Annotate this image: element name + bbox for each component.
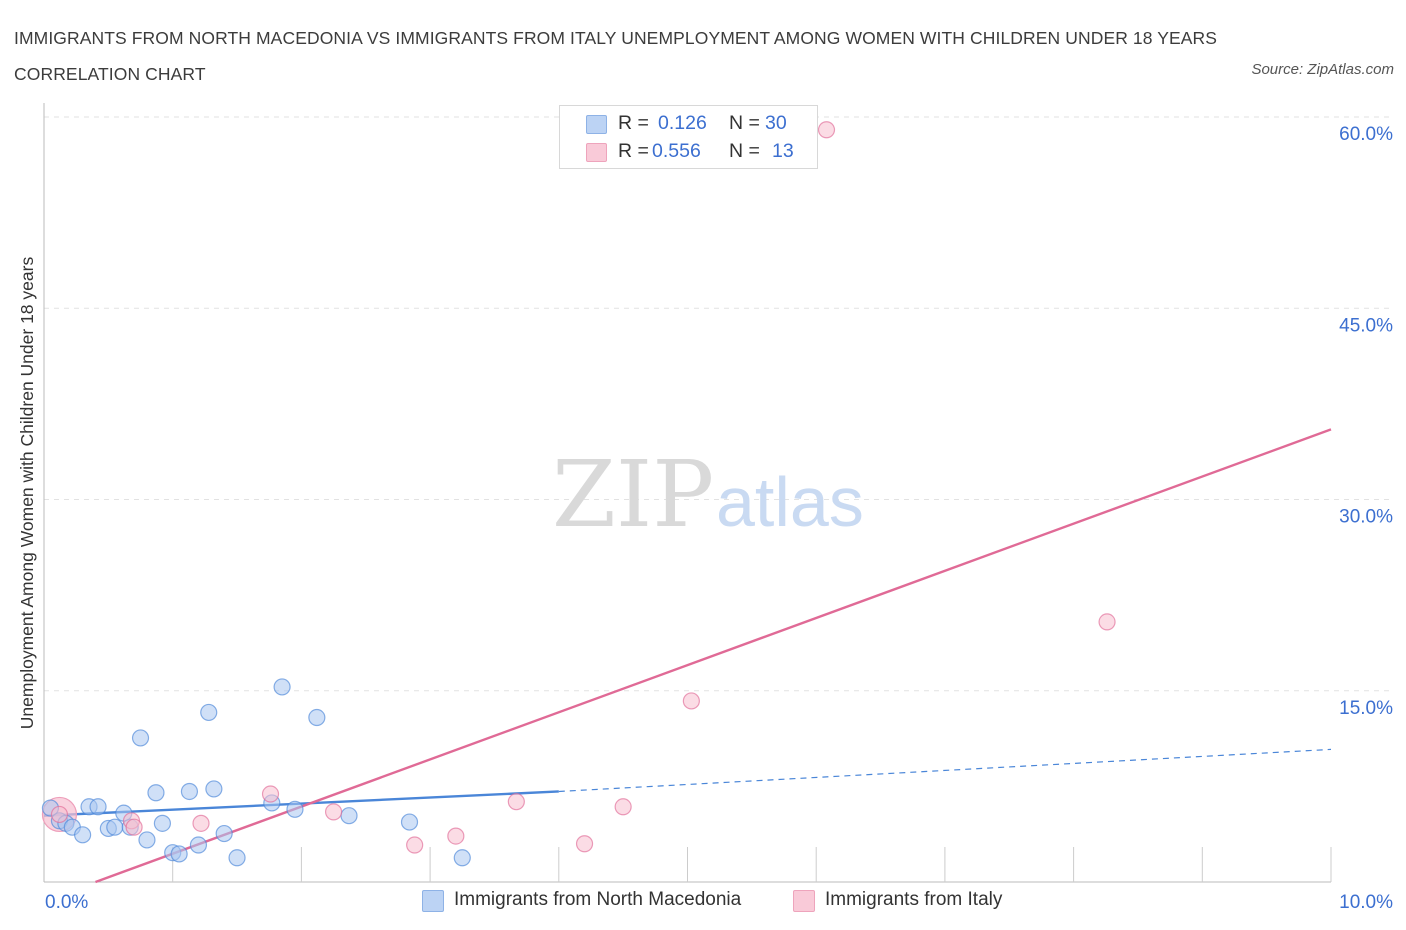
- point-italy: [406, 836, 424, 854]
- point-north-macedonia: [153, 814, 172, 832]
- legend-swatch-italy: [793, 890, 815, 912]
- point-italy: [507, 793, 525, 811]
- point-italy: [575, 835, 594, 853]
- point-north-macedonia: [286, 800, 304, 818]
- point-north-macedonia: [205, 780, 223, 798]
- watermark: ZIP atlas: [552, 441, 864, 548]
- trend-line-dashed-north-macedonia: [558, 748, 1332, 793]
- legend-swatch-north-macedonia: [422, 890, 444, 912]
- point-north-macedonia: [138, 831, 156, 849]
- point-north-macedonia: [228, 849, 246, 867]
- y-tick-label: 15.0%: [1339, 698, 1393, 719]
- x-tick-label: 0.0%: [45, 892, 88, 913]
- chart-title: IMMIGRANTS FROM NORTH MACEDONIA VS IMMIG…: [14, 28, 1218, 84]
- point-north-macedonia: [131, 729, 150, 747]
- stats-r-value: 0.126: [658, 112, 707, 134]
- point-north-macedonia: [400, 813, 419, 831]
- data-points: [41, 121, 1116, 867]
- point-north-macedonia: [106, 818, 124, 836]
- point-north-macedonia: [453, 849, 471, 867]
- y-tick-label: 60.0%: [1339, 124, 1393, 145]
- legend-label-north-macedonia: Immigrants from North Macedonia: [454, 889, 742, 910]
- point-italy: [447, 827, 465, 845]
- grid: [44, 116, 1393, 692]
- point-north-macedonia: [308, 708, 326, 727]
- point-north-macedonia: [200, 703, 218, 722]
- y-tick-label: 45.0%: [1339, 315, 1393, 336]
- y-axis-label: Unemployment Among Women with Children U…: [17, 257, 37, 730]
- legend-label-italy: Immigrants from Italy: [825, 889, 1003, 910]
- stats-r-value: 0.556: [652, 140, 701, 162]
- point-north-macedonia: [273, 678, 291, 696]
- stats-n-label: N =: [729, 140, 760, 162]
- stats-r-label: R =: [618, 140, 649, 162]
- point-italy: [261, 785, 280, 803]
- x-tick-label: 10.0%: [1339, 892, 1393, 913]
- point-italy: [1098, 613, 1116, 631]
- stats-n-value: 30: [765, 112, 787, 134]
- point-north-macedonia: [215, 824, 233, 843]
- stats-box: R = 0.126 N = 30 R = 0.556 N = 13: [559, 105, 818, 169]
- stats-n-value: 13: [772, 140, 794, 162]
- watermark-zip: ZIP: [552, 441, 714, 548]
- point-italy: [192, 814, 210, 832]
- point-north-macedonia: [147, 784, 165, 802]
- point-north-macedonia: [89, 798, 107, 816]
- stats-r-label: R =: [618, 112, 649, 134]
- stats-swatch-italy: [586, 143, 607, 162]
- point-north-macedonia: [74, 826, 92, 844]
- point-italy: [614, 798, 632, 816]
- point-italy: [125, 818, 143, 836]
- source-label: Source: ZipAtlas.com: [1251, 61, 1394, 78]
- point-italy: [324, 803, 343, 821]
- point-north-macedonia: [170, 845, 188, 863]
- stats-n-label: N =: [729, 112, 760, 134]
- x-ticks: [172, 847, 1332, 882]
- point-north-macedonia: [180, 782, 199, 801]
- point-italy: [682, 692, 700, 710]
- watermark-atlas: atlas: [716, 463, 864, 541]
- stats-swatch-north-macedonia: [586, 115, 607, 134]
- point-italy: [50, 805, 69, 824]
- y-tick-label: 30.0%: [1339, 507, 1393, 528]
- x-tick-labels: 0.0% 10.0%: [45, 892, 1393, 913]
- point-north-macedonia: [189, 836, 208, 854]
- y-tick-labels: 15.0% 30.0% 45.0% 60.0%: [1339, 124, 1393, 719]
- point-north-macedonia: [340, 807, 358, 825]
- point-italy: [817, 121, 836, 139]
